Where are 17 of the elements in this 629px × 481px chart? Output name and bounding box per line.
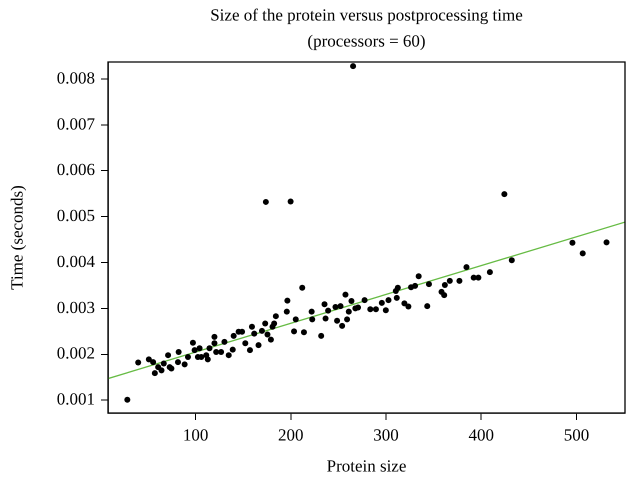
y-tick-label: 0.005 — [56, 206, 95, 226]
x-tick-label: 300 — [373, 426, 399, 445]
x-axis-title: Protein size — [326, 456, 406, 476]
y-tick-label: 0.002 — [56, 344, 95, 363]
x-tick-label: 500 — [564, 426, 590, 445]
chart-title: Size of the protein versus postprocessing time — [210, 5, 523, 24]
x-tick-label: 200 — [278, 426, 304, 445]
y-tick-label: 0.006 — [56, 160, 95, 180]
y-axis-title: Time (seconds) — [8, 185, 27, 290]
x-tick-label: 100 — [182, 426, 208, 445]
y-tick-label: 0.004 — [56, 252, 96, 271]
x-tick-label: 400 — [468, 426, 494, 445]
y-tick-label: 0.008 — [56, 68, 95, 88]
y-tick-label: 0.007 — [56, 114, 96, 134]
y-tick-label: 0.003 — [56, 298, 95, 317]
chart-subtitle: (processors = 60) — [307, 31, 426, 50]
y-tick-label: 0.001 — [56, 390, 95, 409]
